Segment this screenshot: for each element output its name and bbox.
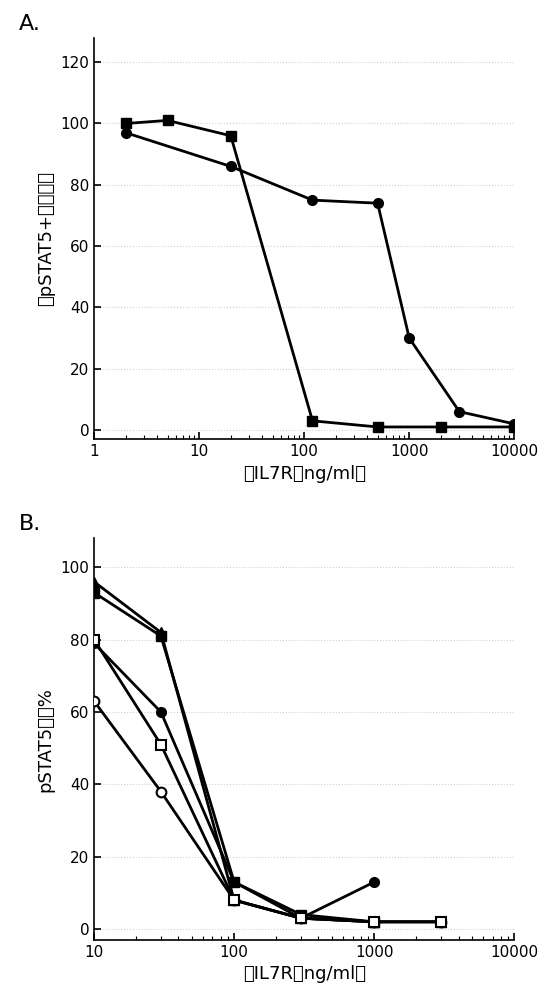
Y-axis label: （pSTAT5+细胞）％: （pSTAT5+细胞）％: [37, 171, 55, 306]
X-axis label: 抗IL7R（ng/ml）: 抗IL7R（ng/ml）: [243, 965, 366, 983]
Text: A.: A.: [18, 14, 41, 34]
Y-axis label: pSTAT5表达%: pSTAT5表达%: [37, 687, 55, 792]
X-axis label: 抗IL7R（ng/ml）: 抗IL7R（ng/ml）: [243, 465, 366, 483]
Text: B.: B.: [18, 514, 41, 534]
